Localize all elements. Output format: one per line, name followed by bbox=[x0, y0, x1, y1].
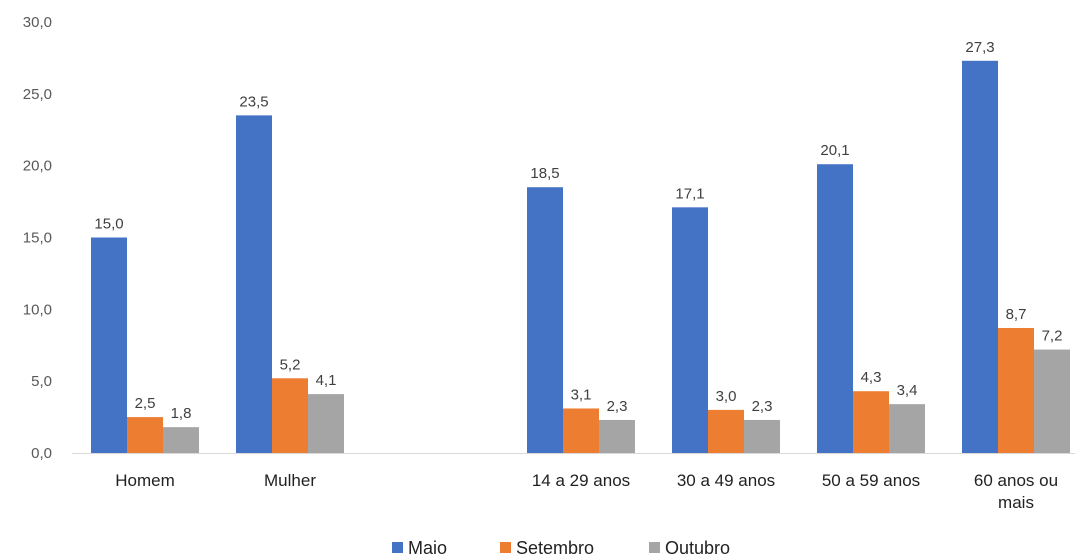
bar-maio-6 bbox=[962, 60, 998, 453]
data-label: 7,2 bbox=[1042, 328, 1063, 345]
legend-label-outubro: Outubro bbox=[665, 538, 730, 558]
legend-swatch-outubro bbox=[649, 542, 660, 553]
bar-outubro-1 bbox=[308, 394, 344, 453]
x-tick-label: 50 a 59 anos bbox=[822, 471, 920, 490]
y-tick-label: 0,0 bbox=[31, 445, 52, 462]
bar-maio-1 bbox=[236, 115, 272, 453]
data-label: 2,3 bbox=[752, 398, 773, 415]
legend-swatch-setembro bbox=[500, 542, 511, 553]
y-tick-label: 25,0 bbox=[23, 86, 52, 103]
data-label: 3,1 bbox=[571, 386, 592, 403]
bar-setembro-1 bbox=[272, 378, 308, 453]
data-label: 4,1 bbox=[316, 372, 337, 389]
x-tick-label: Mulher bbox=[264, 471, 316, 490]
x-tick-label: 30 a 49 anos bbox=[677, 471, 775, 490]
x-tick-label: 60 anos ou bbox=[974, 471, 1058, 490]
x-tick-label: Homem bbox=[115, 471, 175, 490]
legend: Maio Setembro Outubro bbox=[392, 538, 730, 558]
legend-label-maio: Maio bbox=[408, 538, 447, 558]
bar-outubro-5 bbox=[889, 404, 925, 453]
legend-swatch-maio bbox=[392, 542, 403, 553]
data-label: 2,5 bbox=[135, 395, 156, 412]
x-tick-label: mais bbox=[998, 493, 1034, 512]
bar-setembro-3 bbox=[563, 408, 599, 453]
y-tick-label: 10,0 bbox=[23, 301, 52, 318]
data-label: 3,0 bbox=[716, 388, 737, 405]
data-label: 5,2 bbox=[280, 356, 301, 373]
y-axis: 0,0 5,0 10,0 15,0 20,0 25,0 30,0 bbox=[23, 14, 52, 462]
bar-setembro-6 bbox=[998, 328, 1034, 453]
bar-maio-4 bbox=[672, 207, 708, 453]
bar-maio-3 bbox=[527, 187, 563, 453]
legend-label-setembro: Setembro bbox=[516, 538, 594, 558]
y-tick-label: 30,0 bbox=[23, 14, 52, 31]
bar-outubro-6 bbox=[1034, 349, 1070, 453]
plot-area: 15,0 23,5 18,5 17,1 20,1 27,3 2,5 5,2 3,1 3,0 4,3 8… bbox=[91, 39, 1070, 454]
bar-setembro-4 bbox=[708, 409, 744, 453]
x-tick-label: 14 a 29 anos bbox=[532, 471, 630, 490]
bar-outubro-4 bbox=[744, 419, 780, 453]
data-label: 3,4 bbox=[897, 382, 918, 399]
data-label: 4,3 bbox=[861, 369, 882, 386]
data-label: 18,5 bbox=[530, 165, 559, 182]
data-label: 1,8 bbox=[171, 405, 192, 422]
data-label: 20,1 bbox=[820, 142, 849, 159]
data-label: 27,3 bbox=[965, 39, 994, 56]
bar-setembro-5 bbox=[853, 391, 889, 453]
x-axis: Homem Mulher 14 a 29 anos 30 a 49 anos 50 a … bbox=[72, 453, 1075, 512]
bar-outubro-3 bbox=[599, 419, 635, 453]
y-tick-label: 15,0 bbox=[23, 230, 52, 247]
y-tick-label: 5,0 bbox=[31, 373, 52, 390]
data-label: 23,5 bbox=[239, 93, 268, 110]
bar-maio-5 bbox=[817, 164, 853, 454]
data-label: 15,0 bbox=[94, 216, 123, 233]
y-tick-label: 20,0 bbox=[23, 158, 52, 175]
bar-outubro-0 bbox=[163, 427, 199, 453]
data-label: 2,3 bbox=[607, 398, 628, 415]
bar-maio-0 bbox=[91, 237, 127, 453]
data-label: 8,7 bbox=[1006, 306, 1027, 323]
bar-setembro-0 bbox=[127, 417, 163, 453]
data-label: 17,1 bbox=[675, 185, 704, 202]
